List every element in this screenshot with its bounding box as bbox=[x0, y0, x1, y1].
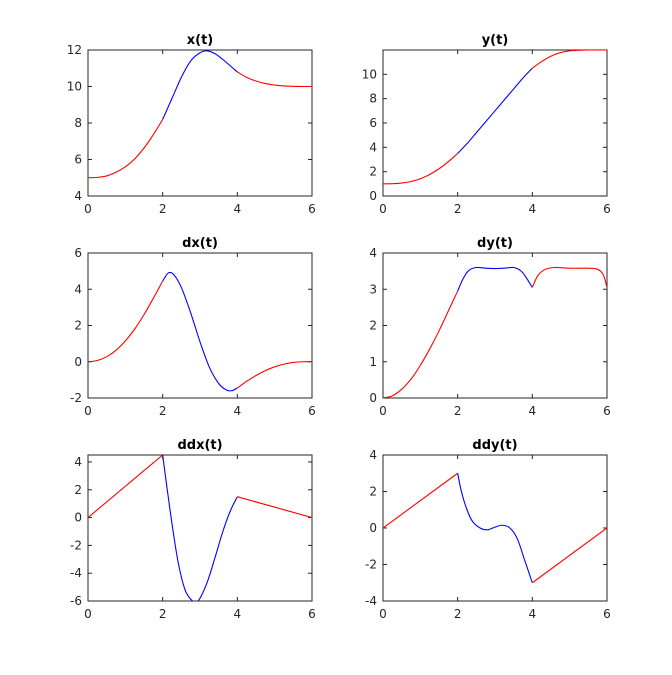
axes-frame bbox=[87, 49, 313, 197]
y-tick-label: 4 bbox=[369, 140, 377, 154]
series-line-1 bbox=[457, 266, 533, 292]
y-tick-label: 4 bbox=[74, 455, 82, 469]
series-line-2 bbox=[237, 496, 312, 519]
y-tick-label: 6 bbox=[369, 116, 377, 130]
x-tick-label: 2 bbox=[454, 202, 462, 216]
x-tick-label: 4 bbox=[529, 202, 537, 216]
series-line-1 bbox=[162, 271, 238, 392]
x-tick-label: 2 bbox=[159, 607, 167, 621]
y-tick-label: 0 bbox=[369, 189, 377, 203]
x-tick-label: 6 bbox=[308, 607, 316, 621]
y-tick-label: 8 bbox=[74, 116, 82, 130]
y-tick-label: 0 bbox=[74, 355, 82, 369]
series-line-0 bbox=[88, 280, 164, 363]
y-tick-label: 6 bbox=[74, 246, 82, 260]
subplot-0: x(t) 0 2 4 6 4 6 8 10 12 bbox=[67, 33, 316, 216]
y-tick-label: 0 bbox=[74, 511, 82, 525]
series-line-0 bbox=[88, 455, 164, 518]
series-line-0 bbox=[88, 119, 164, 179]
y-tick-label: -4 bbox=[70, 566, 82, 580]
subplot-1: y(t) 0 2 4 6 0 2 4 6 8 10 bbox=[362, 33, 611, 216]
x-tick-label: 0 bbox=[379, 404, 387, 418]
y-tick-label: 4 bbox=[74, 189, 82, 203]
x-tick-label: 6 bbox=[603, 607, 611, 621]
y-tick-label: 2 bbox=[369, 319, 377, 333]
y-tick-label: 4 bbox=[369, 246, 377, 260]
y-tick-label: 1 bbox=[369, 355, 377, 369]
y-tick-label: 0 bbox=[369, 391, 377, 405]
y-tick-label: -2 bbox=[365, 558, 377, 572]
y-tick-label: 2 bbox=[369, 485, 377, 499]
y-tick-label: 2 bbox=[74, 483, 82, 497]
subplot-title: dx(t) bbox=[182, 236, 218, 251]
x-tick-label: 2 bbox=[454, 607, 462, 621]
x-tick-label: 0 bbox=[84, 202, 92, 216]
subplot-title: dy(t) bbox=[477, 236, 513, 251]
y-tick-label: 10 bbox=[362, 67, 377, 81]
y-tick-label: 2 bbox=[369, 165, 377, 179]
y-tick-label: 10 bbox=[67, 80, 82, 94]
y-tick-label: 2 bbox=[74, 319, 82, 333]
x-tick-label: 2 bbox=[159, 404, 167, 418]
x-tick-label: 6 bbox=[603, 404, 611, 418]
subplot-5: ddy(t) 0 2 4 6 -4 -2 0 2 4 bbox=[365, 438, 611, 621]
x-tick-label: 0 bbox=[84, 607, 92, 621]
axes-frame bbox=[382, 454, 608, 602]
x-tick-label: 2 bbox=[454, 404, 462, 418]
axes-frame bbox=[87, 454, 313, 602]
x-tick-label: 4 bbox=[529, 404, 537, 418]
x-tick-label: 4 bbox=[234, 202, 242, 216]
subplot-3: dy(t) 0 2 4 6 0 1 2 3 4 bbox=[369, 236, 610, 418]
y-tick-label: 6 bbox=[74, 153, 82, 167]
x-tick-label: 0 bbox=[379, 607, 387, 621]
axes-frame bbox=[87, 252, 313, 399]
x-tick-label: 6 bbox=[308, 404, 316, 418]
subplot-title: y(t) bbox=[482, 33, 509, 48]
x-tick-label: 6 bbox=[308, 202, 316, 216]
y-tick-label: 3 bbox=[369, 282, 377, 296]
x-tick-label: 4 bbox=[234, 607, 242, 621]
y-tick-label: -6 bbox=[70, 594, 82, 608]
series-line-1 bbox=[162, 455, 238, 601]
series-line-1 bbox=[457, 473, 533, 583]
y-tick-label: 4 bbox=[369, 448, 377, 462]
series-line-1 bbox=[457, 67, 533, 154]
y-tick-label: 4 bbox=[74, 282, 82, 296]
subplot-title: x(t) bbox=[187, 33, 213, 48]
x-tick-label: 4 bbox=[529, 607, 537, 621]
series-line-1 bbox=[162, 50, 238, 120]
x-tick-label: 4 bbox=[234, 404, 242, 418]
subplot-title: ddx(t) bbox=[177, 438, 222, 453]
y-tick-label: -2 bbox=[70, 391, 82, 405]
series-line-2 bbox=[531, 266, 607, 288]
axes-frame bbox=[382, 49, 608, 197]
x-tick-label: 0 bbox=[84, 404, 92, 418]
subplot-title: ddy(t) bbox=[472, 438, 517, 453]
x-tick-label: 0 bbox=[379, 202, 387, 216]
y-tick-label: 8 bbox=[369, 92, 377, 106]
series-line-2 bbox=[237, 71, 312, 88]
x-tick-label: 2 bbox=[159, 202, 167, 216]
series-line-0 bbox=[383, 290, 459, 398]
series-line-2 bbox=[532, 527, 607, 584]
y-tick-label: -2 bbox=[70, 538, 82, 552]
x-tick-label: 6 bbox=[603, 202, 611, 216]
series-line-2 bbox=[532, 50, 607, 69]
series-line-2 bbox=[237, 361, 312, 389]
series-line-0 bbox=[383, 472, 458, 529]
y-tick-label: -4 bbox=[365, 594, 377, 608]
axes-frame bbox=[382, 252, 608, 399]
subplot-4: ddx(t) 0 2 4 6 -6 -4 -2 0 2 4 bbox=[70, 438, 316, 621]
series-line-0 bbox=[383, 153, 459, 185]
y-tick-label: 12 bbox=[67, 43, 82, 57]
y-tick-label: 0 bbox=[369, 521, 377, 535]
